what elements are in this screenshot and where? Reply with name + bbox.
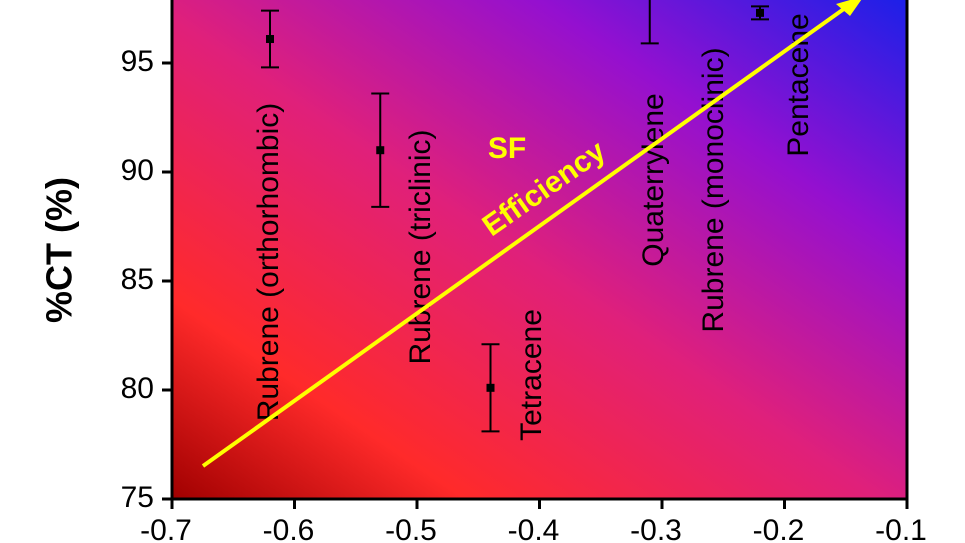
y-axis-title: %CT (%): [39, 177, 80, 323]
compound-label: Tetracene: [515, 309, 548, 441]
x-tick-label: -0.6: [263, 514, 315, 543]
y-tick-label: 90: [121, 154, 154, 187]
x-tick-label: -0.5: [385, 514, 437, 543]
arrow-head: [836, 0, 862, 16]
compound-label: Rubrene (monoclinic): [697, 47, 730, 332]
data-point: [486, 383, 495, 392]
compound-label: Pentacene: [782, 13, 815, 156]
plot-area: Rubrene (orthorhombic) Rubrene (triclinic…: [201, 0, 862, 468]
plot-background: [172, 0, 907, 499]
y-tick-label: 95: [121, 45, 154, 78]
efficiency-arrow: [201, 4, 850, 468]
data-point: [376, 146, 385, 155]
y-tick-label: 80: [121, 372, 154, 405]
compound-label: Rubrene (orthorhombic): [252, 103, 285, 421]
compound-label: Quaterrylene: [637, 93, 670, 266]
x-tick-label: -0.7: [140, 514, 192, 543]
y-tick-label: 75: [121, 481, 154, 514]
data-point: [756, 8, 764, 17]
y-tick-label: 85: [121, 263, 154, 296]
x-tick-label: -0.3: [630, 514, 682, 543]
x-tick-label: -0.1: [875, 514, 927, 543]
x-tick-label: -0.2: [753, 514, 805, 543]
data-point: [266, 35, 274, 44]
compound-label: Rubrene (triclinic): [404, 129, 437, 364]
x-tick-label: -0.4: [508, 514, 560, 543]
arrow-label: SF: [488, 132, 526, 165]
